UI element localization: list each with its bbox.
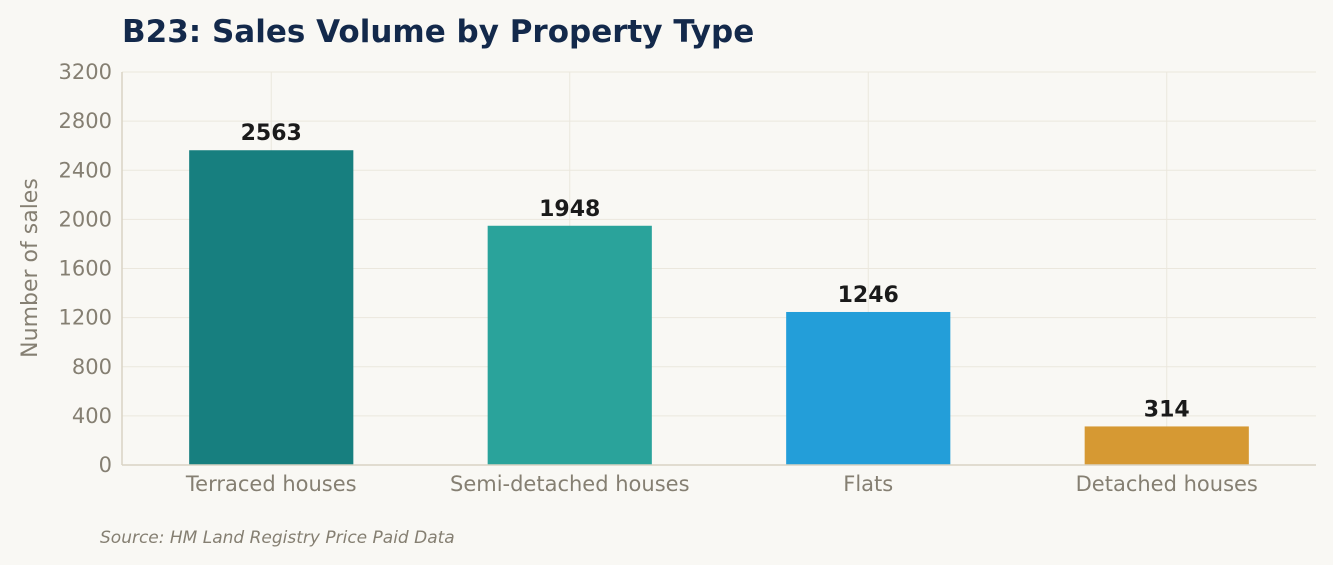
source-note: Source: HM Land Registry Price Paid Data [100, 528, 455, 548]
chart-title: B23: Sales Volume by Property Type [122, 14, 754, 50]
x-tick-label: Detached houses [1076, 472, 1258, 496]
y-tick-label: 1600 [59, 257, 112, 281]
bar [1084, 426, 1249, 465]
y-axis-ticks: 0 400 800 1200 1600 2000 2400 2800 3200 [59, 60, 112, 477]
bar [487, 225, 652, 465]
x-axis-ticks: Terraced houses Semi-detached houses Flats… [185, 472, 1258, 496]
bar-value-label: 1948 [539, 197, 600, 222]
bar-value-label: 314 [1144, 397, 1190, 422]
y-tick-label: 2800 [59, 109, 112, 133]
x-tick-label: Terraced houses [185, 472, 357, 496]
bar-value-label: 2563 [241, 121, 302, 146]
x-tick-label: Flats [843, 472, 893, 496]
y-tick-label: 2400 [59, 158, 112, 182]
y-tick-label: 3200 [59, 60, 112, 84]
bar [189, 150, 354, 465]
y-tick-label: 2000 [59, 207, 112, 231]
y-tick-label: 800 [72, 355, 112, 379]
x-tick-label: Semi-detached houses [450, 472, 690, 496]
y-axis-label: Number of sales [18, 178, 43, 358]
y-tick-label: 0 [99, 453, 112, 477]
y-tick-label: 400 [72, 404, 112, 428]
bars [189, 150, 1249, 465]
data-labels: 2563 1948 1246 314 [241, 121, 1190, 422]
bar-value-label: 1246 [838, 283, 899, 308]
bar [786, 311, 951, 465]
y-tick-label: 1200 [59, 306, 112, 330]
